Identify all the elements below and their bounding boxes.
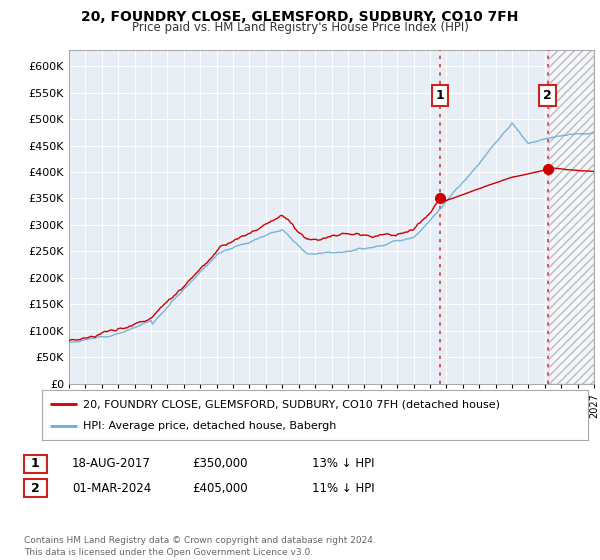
Text: 20, FOUNDRY CLOSE, GLEMSFORD, SUDBURY, CO10 7FH (detached house): 20, FOUNDRY CLOSE, GLEMSFORD, SUDBURY, C…	[83, 399, 500, 409]
Text: Contains HM Land Registry data © Crown copyright and database right 2024.
This d: Contains HM Land Registry data © Crown c…	[24, 536, 376, 557]
Text: 13% ↓ HPI: 13% ↓ HPI	[312, 457, 374, 470]
Text: 2: 2	[31, 482, 40, 495]
Text: 11% ↓ HPI: 11% ↓ HPI	[312, 482, 374, 495]
Text: 1: 1	[436, 89, 445, 102]
Text: 01-MAR-2024: 01-MAR-2024	[72, 482, 151, 495]
Text: 2: 2	[543, 89, 552, 102]
Text: 1: 1	[31, 457, 40, 470]
Bar	[549, 50, 594, 384]
Text: 18-AUG-2017: 18-AUG-2017	[72, 457, 151, 470]
Text: Price paid vs. HM Land Registry's House Price Index (HPI): Price paid vs. HM Land Registry's House …	[131, 21, 469, 34]
Text: HPI: Average price, detached house, Babergh: HPI: Average price, detached house, Babe…	[83, 421, 337, 431]
Text: £350,000: £350,000	[192, 457, 248, 470]
Text: £405,000: £405,000	[192, 482, 248, 495]
Text: 20, FOUNDRY CLOSE, GLEMSFORD, SUDBURY, CO10 7FH: 20, FOUNDRY CLOSE, GLEMSFORD, SUDBURY, C…	[82, 10, 518, 24]
Bar	[549, 50, 594, 384]
